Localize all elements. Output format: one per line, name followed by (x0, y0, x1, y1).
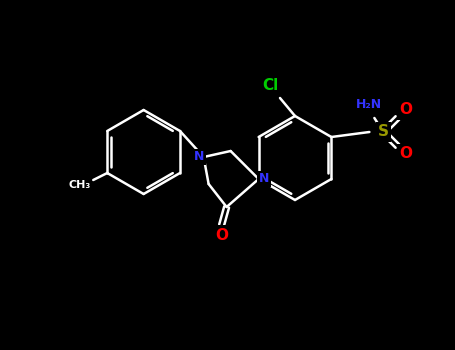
Text: S: S (378, 125, 389, 140)
Text: N: N (193, 150, 204, 163)
Text: O: O (215, 228, 228, 243)
Text: O: O (399, 147, 412, 161)
Text: N: N (258, 173, 269, 186)
Text: O: O (399, 103, 412, 118)
Text: Cl: Cl (262, 78, 278, 93)
Text: H₂N: H₂N (356, 98, 383, 111)
Text: CH₃: CH₃ (68, 180, 91, 190)
